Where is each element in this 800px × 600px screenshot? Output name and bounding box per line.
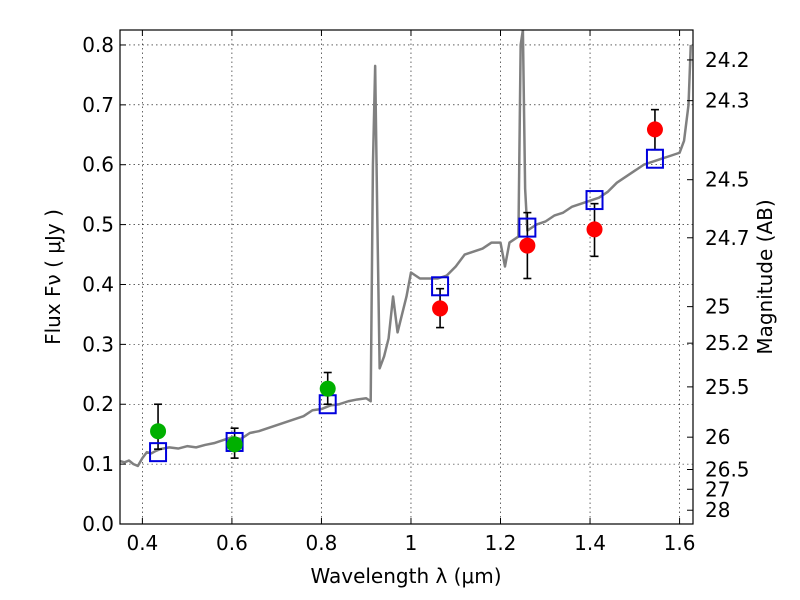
magnitude-tick-label: 24.7 bbox=[705, 226, 750, 250]
markers-layer bbox=[149, 121, 664, 463]
magnitude-tick-label: 27 bbox=[705, 477, 730, 501]
y-axis-title: Flux Fν ( μJy ) bbox=[41, 209, 65, 345]
x-tick-label: 0.8 bbox=[306, 531, 338, 555]
green-data-point bbox=[150, 423, 167, 440]
y-tick-label: 0.1 bbox=[82, 452, 114, 476]
red-data-point bbox=[646, 121, 663, 138]
y-tick-label: 0.3 bbox=[82, 332, 114, 356]
y-tick-label: 0.6 bbox=[82, 153, 114, 177]
x-axis-title: Wavelength λ (μm) bbox=[310, 564, 501, 588]
x-tick-label: 0.6 bbox=[216, 531, 248, 555]
spectrum-line bbox=[120, 30, 693, 468]
magnitude-tick-label: 24.2 bbox=[705, 48, 750, 72]
grid-lines bbox=[120, 30, 693, 525]
y-tick-label: 0.7 bbox=[82, 93, 114, 117]
x-tick-label: 1.2 bbox=[485, 531, 517, 555]
magnitude-tick-label: 25 bbox=[705, 295, 730, 319]
magnitude-tick-label: 24.5 bbox=[705, 168, 750, 192]
model-square-marker bbox=[645, 148, 664, 169]
x-tick-label: 1 bbox=[405, 531, 418, 555]
y2-axis-title: Magnitude (AB) bbox=[753, 199, 777, 354]
magnitude-tick-label: 28 bbox=[705, 498, 730, 522]
y-tick-label: 0.8 bbox=[82, 33, 114, 57]
y-tick-label: 0.0 bbox=[82, 512, 114, 536]
axis-ticks bbox=[120, 30, 693, 525]
magnitude-tick-label: 26 bbox=[705, 425, 730, 449]
plot-frame bbox=[119, 29, 694, 525]
model-spectrum-layer bbox=[120, 30, 693, 468]
magnitude-tick-label: 25.2 bbox=[705, 331, 750, 355]
magnitude-tick-label: 26.5 bbox=[705, 458, 750, 482]
tick-labels: 0.4 0.6 0.8 1 1.2 1.4 1.6 0.0 0.1 0.2 0.3 0.4 0.5 0.6… bbox=[82, 33, 749, 555]
y-tick-label: 0.4 bbox=[82, 272, 114, 296]
model-square-marker bbox=[149, 442, 168, 463]
x-tick-label: 1.4 bbox=[574, 531, 606, 555]
x-tick-label: 0.4 bbox=[126, 531, 158, 555]
error-bars-layer bbox=[154, 108, 659, 459]
y-tick-label: 0.5 bbox=[82, 213, 114, 237]
red-data-point bbox=[586, 221, 603, 238]
magnitude-tick-label: 25.5 bbox=[705, 375, 750, 399]
magnitude-tick-label: 24.3 bbox=[705, 89, 750, 113]
y-tick-label: 0.2 bbox=[82, 392, 114, 416]
model-square-marker bbox=[431, 276, 450, 297]
model-square-marker bbox=[518, 217, 537, 238]
red-data-point bbox=[519, 237, 536, 254]
model-square-marker bbox=[585, 190, 604, 211]
x-tick-label: 1.6 bbox=[664, 531, 696, 555]
red-data-point bbox=[432, 300, 449, 317]
green-data-point bbox=[226, 436, 243, 453]
green-data-point bbox=[319, 380, 336, 397]
